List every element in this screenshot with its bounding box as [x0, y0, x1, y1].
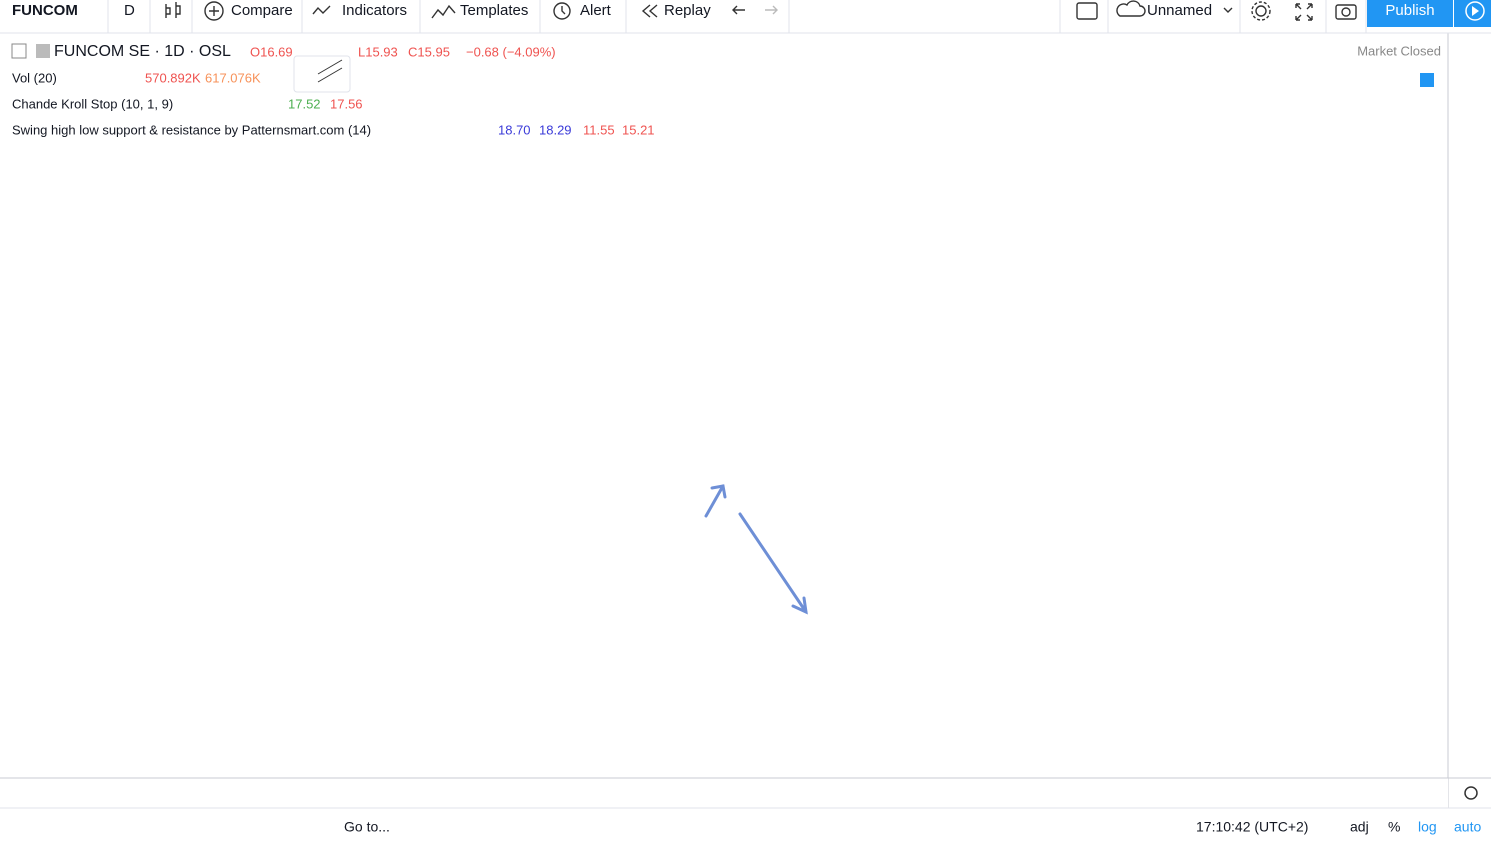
drawing-handle-icon	[317, 59, 343, 83]
templates-button[interactable]: Templates	[460, 2, 528, 19]
clock: 17:10:42 (UTC+2)	[1196, 819, 1308, 835]
play-icon	[1465, 1, 1485, 21]
drawing-handle[interactable]	[293, 55, 351, 93]
publish-button[interactable]: Publish	[1385, 2, 1434, 19]
swing-value: 18.29	[539, 122, 572, 137]
chande-name: Chande Kroll Stop (10, 1, 9)	[12, 96, 173, 111]
legend-title: FUNCOM SE · 1D · OSL	[54, 43, 231, 60]
swing-value: 18.70	[498, 122, 531, 137]
volume-value: 570.892K	[145, 70, 201, 85]
swing-value: 11.55	[583, 122, 615, 137]
toolbar-separators	[107, 0, 1367, 33]
arrow-up	[704, 484, 727, 518]
replay-button[interactable]: Replay	[664, 2, 711, 19]
log-toggle[interactable]: log	[1418, 819, 1437, 835]
compare-button[interactable]: Compare	[231, 2, 293, 19]
arrow-down	[738, 512, 808, 615]
goto-button[interactable]: Go to...	[344, 819, 390, 835]
swing-value: 15.21	[622, 122, 655, 137]
arrow-drawings	[704, 484, 808, 615]
chande-value: 17.56	[330, 96, 363, 111]
legend-low: L15.93	[358, 44, 398, 59]
play-icon	[1472, 6, 1479, 16]
price-axis	[1448, 33, 1491, 808]
symbol[interactable]: FUNCOM	[12, 2, 78, 19]
indicators-button[interactable]: Indicators	[342, 2, 407, 19]
layout-name[interactable]: Unnamed	[1147, 2, 1212, 19]
legend-icon	[36, 44, 50, 58]
publish-button-bg	[1367, 0, 1453, 27]
chande-value: 17.52	[288, 96, 321, 111]
adj-toggle[interactable]: adj	[1350, 819, 1369, 835]
time-axis	[0, 778, 1448, 808]
legend-change: −0.68 (−4.09%)	[466, 44, 556, 59]
toolbar	[0, 0, 1491, 33]
volume-ma-value: 617.076K	[205, 70, 261, 85]
market-status: Market Closed	[1357, 43, 1441, 58]
legend-open: O16.69	[250, 44, 293, 59]
auto-toggle[interactable]: auto	[1454, 819, 1481, 835]
toolbar-icons	[165, 0, 1357, 21]
legend-close: C15.95	[408, 44, 450, 59]
alert-button[interactable]: Alert	[580, 2, 612, 19]
percent-toggle[interactable]: %	[1388, 819, 1400, 835]
swing-name: Swing high low support & resistance by P…	[12, 122, 371, 137]
legend-icon	[11, 43, 27, 59]
scale-icon[interactable]	[1420, 73, 1434, 87]
interval[interactable]: D	[124, 2, 135, 19]
volume-name: Vol (20)	[12, 70, 57, 85]
settings-icon[interactable]	[1464, 786, 1478, 800]
